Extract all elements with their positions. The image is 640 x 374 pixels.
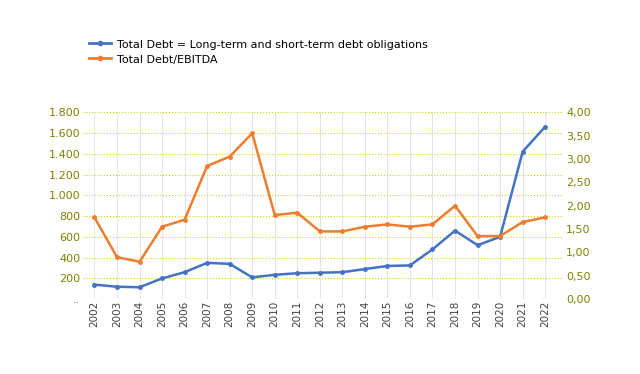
Total Debt = Long-term and short-term debt obligations <box>180 270 188 275</box>
Total Debt/EBITDA <box>204 164 211 168</box>
Line: Total Debt/EBITDA: Total Debt/EBITDA <box>93 132 547 264</box>
Total Debt/EBITDA <box>316 229 324 234</box>
Total Debt = Long-term and short-term debt obligations <box>294 271 301 276</box>
Total Debt = Long-term and short-term debt obligations <box>271 273 278 277</box>
Total Debt = Long-term and short-term debt obligations <box>519 150 527 154</box>
Total Debt = Long-term and short-term debt obligations <box>204 261 211 265</box>
Total Debt/EBITDA <box>361 224 369 229</box>
Total Debt = Long-term and short-term debt obligations <box>451 229 459 233</box>
Total Debt/EBITDA <box>91 215 99 220</box>
Total Debt/EBITDA <box>158 224 166 229</box>
Total Debt/EBITDA <box>248 131 256 135</box>
Total Debt/EBITDA <box>180 218 188 222</box>
Total Debt = Long-term and short-term debt obligations <box>226 262 234 266</box>
Total Debt/EBITDA <box>339 229 346 234</box>
Total Debt = Long-term and short-term debt obligations <box>158 276 166 280</box>
Total Debt = Long-term and short-term debt obligations <box>339 270 346 275</box>
Total Debt = Long-term and short-term debt obligations <box>496 234 504 239</box>
Legend: Total Debt = Long-term and short-term debt obligations, Total Debt/EBITDA: Total Debt = Long-term and short-term de… <box>89 39 428 65</box>
Total Debt = Long-term and short-term debt obligations <box>136 285 143 289</box>
Total Debt/EBITDA <box>383 222 391 227</box>
Total Debt = Long-term and short-term debt obligations <box>316 270 324 275</box>
Line: Total Debt = Long-term and short-term debt obligations: Total Debt = Long-term and short-term de… <box>93 125 547 289</box>
Total Debt/EBITDA <box>519 220 527 224</box>
Total Debt/EBITDA <box>226 154 234 159</box>
Total Debt/EBITDA <box>113 255 121 260</box>
Total Debt = Long-term and short-term debt obligations <box>113 285 121 289</box>
Total Debt/EBITDA <box>541 215 549 220</box>
Total Debt/EBITDA <box>474 234 481 238</box>
Total Debt = Long-term and short-term debt obligations <box>541 125 549 129</box>
Total Debt = Long-term and short-term debt obligations <box>361 267 369 271</box>
Total Debt = Long-term and short-term debt obligations <box>429 247 436 252</box>
Total Debt = Long-term and short-term debt obligations <box>383 264 391 268</box>
Total Debt/EBITDA <box>496 234 504 238</box>
Total Debt/EBITDA <box>451 203 459 208</box>
Total Debt/EBITDA <box>271 213 278 217</box>
Total Debt = Long-term and short-term debt obligations <box>406 263 414 268</box>
Total Debt/EBITDA <box>136 260 143 264</box>
Total Debt = Long-term and short-term debt obligations <box>91 282 99 287</box>
Total Debt = Long-term and short-term debt obligations <box>248 275 256 280</box>
Total Debt/EBITDA <box>406 224 414 229</box>
Total Debt/EBITDA <box>294 211 301 215</box>
Total Debt = Long-term and short-term debt obligations <box>474 243 481 248</box>
Total Debt/EBITDA <box>429 222 436 227</box>
